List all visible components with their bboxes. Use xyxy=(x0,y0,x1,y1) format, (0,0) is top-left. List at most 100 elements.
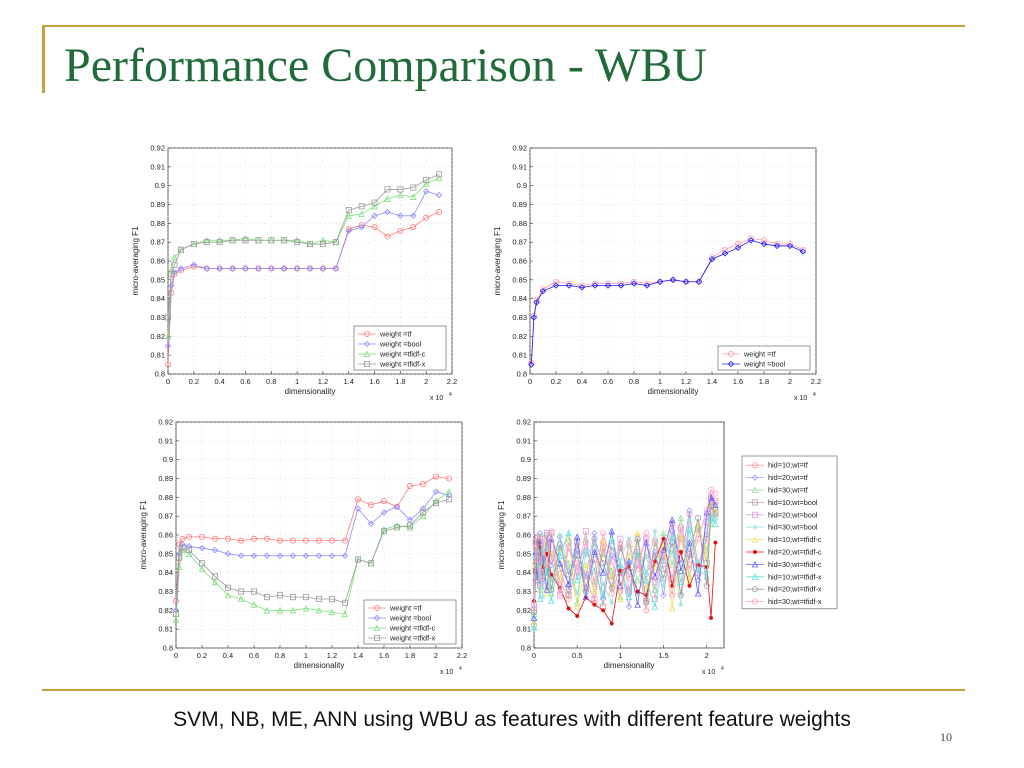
data-point xyxy=(165,361,172,368)
data-point xyxy=(186,547,193,554)
data-point xyxy=(168,282,175,289)
y-tick-label: 0.91 xyxy=(516,436,531,445)
data-point xyxy=(289,552,297,559)
y-tick-label: 0.84 xyxy=(512,294,527,303)
data-point xyxy=(531,626,537,632)
data-point xyxy=(651,579,658,586)
data-point xyxy=(319,241,326,248)
data-point xyxy=(591,579,598,586)
data-point xyxy=(686,565,693,572)
data-point xyxy=(582,539,589,546)
data-point xyxy=(268,265,275,272)
data-point xyxy=(384,208,391,216)
y-tick-label: 0.9 xyxy=(517,181,527,190)
y-axis-label: micro-averaging F1 xyxy=(493,226,502,295)
data-point xyxy=(432,497,440,505)
data-point xyxy=(432,499,439,506)
data-point xyxy=(177,246,184,253)
data-point xyxy=(432,488,440,495)
series-line xyxy=(533,505,716,613)
data-point xyxy=(358,203,365,210)
y-tick-label: 0.85 xyxy=(512,275,527,284)
data-point xyxy=(760,240,768,248)
x-tick-label: 0.6 xyxy=(240,377,250,386)
data-point xyxy=(293,236,301,244)
data-point xyxy=(173,611,180,618)
legend-marker xyxy=(373,634,380,641)
data-point xyxy=(660,583,667,589)
x-tick-label: 2 xyxy=(424,377,428,386)
plot-area xyxy=(529,147,817,375)
data-point xyxy=(185,550,193,557)
legend-marker xyxy=(363,350,371,358)
data-point xyxy=(171,253,178,261)
legend-entry: weight =tf xyxy=(743,350,776,359)
data-point xyxy=(582,561,590,569)
x-multiplier-label: x 10 xyxy=(702,669,715,676)
data-point xyxy=(294,239,301,246)
data-point xyxy=(345,227,352,235)
slide-title: Performance Comparison - WBU xyxy=(64,39,707,92)
data-point xyxy=(608,527,615,535)
x-tick-label: 1.8 xyxy=(405,651,415,660)
legend-entry: weight =bool xyxy=(389,614,432,623)
data-point xyxy=(531,609,538,616)
data-point xyxy=(212,573,219,580)
legend-entry: hid=10;wt=tf xyxy=(768,461,809,470)
data-point xyxy=(251,535,258,542)
data-point xyxy=(573,603,581,610)
data-point xyxy=(686,507,693,514)
data-point xyxy=(668,604,676,612)
data-point xyxy=(445,475,452,482)
data-point xyxy=(591,541,598,548)
data-point xyxy=(625,567,632,574)
x-tick-label: 1.4 xyxy=(353,651,363,660)
data-point xyxy=(371,202,378,210)
data-point xyxy=(734,241,741,248)
x-multiplier-exponent: 4 xyxy=(449,392,452,398)
data-point xyxy=(695,278,703,285)
data-point xyxy=(177,265,185,272)
data-point xyxy=(397,186,404,193)
data-point xyxy=(179,546,186,554)
y-tick-label: 0.89 xyxy=(512,200,527,209)
data-point xyxy=(176,563,183,571)
data-point xyxy=(799,246,806,253)
data-point xyxy=(599,569,607,576)
y-tick-label: 0.81 xyxy=(516,625,531,634)
legend-marker xyxy=(373,624,381,632)
data-point xyxy=(380,498,387,505)
data-point xyxy=(574,590,580,596)
data-point xyxy=(617,556,623,563)
y-tick-label: 0.85 xyxy=(150,275,165,284)
data-point xyxy=(216,236,223,244)
legend-marker xyxy=(751,536,759,543)
data-point xyxy=(212,535,219,542)
data-point xyxy=(625,540,633,548)
data-point xyxy=(367,560,374,567)
data-point xyxy=(643,535,650,542)
data-point xyxy=(556,590,563,597)
data-point xyxy=(573,576,581,584)
data-point xyxy=(371,224,378,231)
y-axis-label: micro-averaging F1 xyxy=(497,500,506,569)
legend-marker xyxy=(363,330,370,337)
data-point xyxy=(341,537,348,544)
y-tick-label: 0.84 xyxy=(158,568,173,577)
data-point xyxy=(747,237,755,244)
data-point xyxy=(677,578,685,586)
x-tick-label: 1.2 xyxy=(681,377,691,386)
data-point xyxy=(703,507,710,514)
data-point xyxy=(198,565,206,572)
data-point xyxy=(573,533,581,540)
data-point xyxy=(708,615,714,620)
data-point xyxy=(686,550,693,557)
data-point xyxy=(432,473,439,480)
data-point xyxy=(211,578,219,586)
data-point xyxy=(238,537,245,544)
legend-entry: hid=30;wt=tfidf-c xyxy=(768,560,822,569)
legend-marker xyxy=(751,586,758,593)
x-tick-label: 0.4 xyxy=(223,651,233,660)
data-point xyxy=(251,588,258,595)
data-point xyxy=(225,584,232,591)
